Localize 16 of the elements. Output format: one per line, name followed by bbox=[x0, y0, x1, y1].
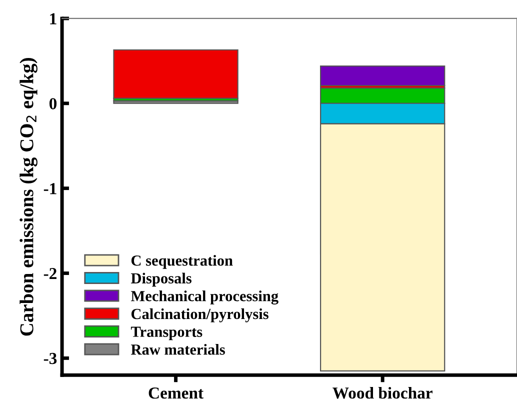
bar bbox=[113, 49, 238, 99]
legend-label: Mechanical processing bbox=[130, 290, 278, 304]
legend-label: C sequestration bbox=[131, 254, 233, 269]
bar bbox=[320, 65, 446, 86]
y-tick-label: -2 bbox=[44, 268, 56, 280]
x-tick-label: Wood biochar bbox=[332, 386, 432, 399]
legend-label: Disposals bbox=[130, 272, 192, 287]
legend-label: Calcination/pyrolysis bbox=[131, 308, 268, 322]
y-tick-label: -3 bbox=[44, 352, 57, 364]
x-tick-label: Cement bbox=[148, 387, 204, 399]
y-tick-label: 0 bbox=[49, 98, 57, 110]
y-tick-label: 1 bbox=[50, 13, 56, 24]
y-axis-title: Carbon emissions (kg CO$_{2}$ eq/kg) bbox=[20, 58, 38, 336]
y-tick-label: -1 bbox=[44, 183, 56, 194]
legend-label: Raw materials bbox=[130, 344, 225, 355]
legend-label: Transports bbox=[130, 326, 202, 340]
